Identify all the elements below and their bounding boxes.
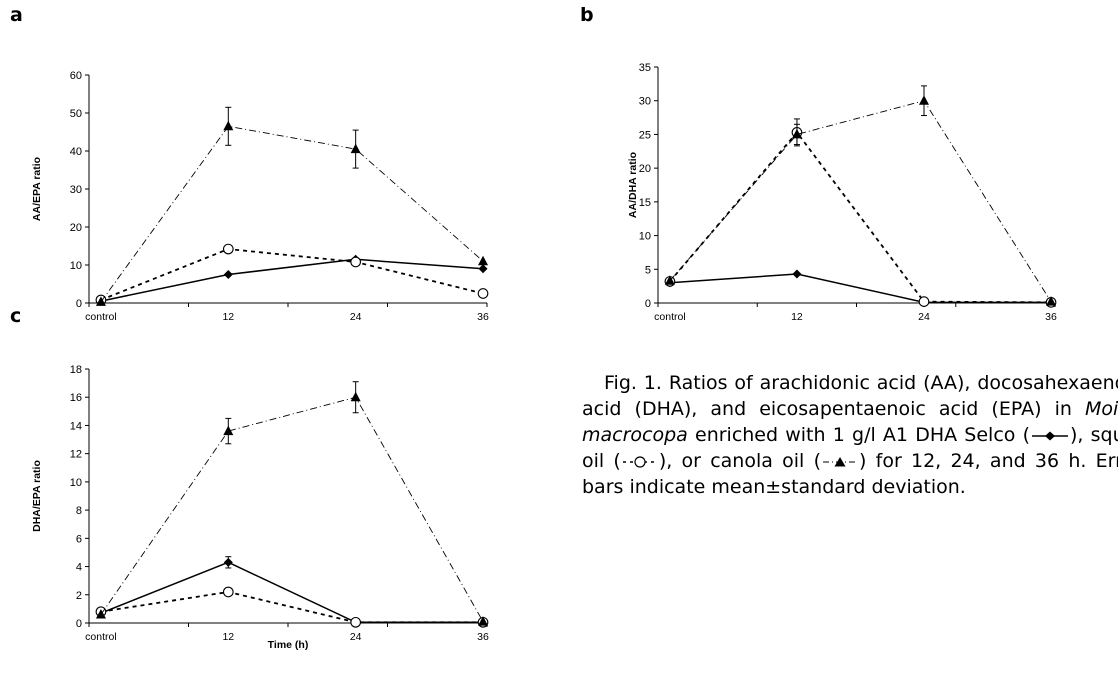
- y-tick-label: 6: [76, 533, 82, 545]
- y-tick-label: 0: [76, 618, 82, 630]
- y-tick-label: 30: [70, 184, 82, 196]
- data-point-circle: [222, 586, 234, 598]
- series-line-triangle: [100, 396, 484, 622]
- y-axis-label: DHA/EPA ratio: [31, 460, 43, 532]
- caption-fig-number: Fig. 1.: [604, 372, 662, 394]
- series-line-triangle: [669, 100, 1052, 302]
- y-tick-label: 12: [70, 449, 82, 461]
- chart-a: 0 10 20 30 40 50 60 control 12 24 36 AA/EPA ratio: [31, 70, 489, 323]
- x-tick-label: 36: [1045, 311, 1057, 323]
- panel-letter-a: a: [10, 4, 23, 26]
- x-tick-label: 12: [222, 311, 234, 323]
- series-line-triangle: [100, 125, 484, 303]
- y-tick-label: 18: [70, 364, 82, 376]
- data-point-triangle: [350, 143, 361, 154]
- x-tick-label: control: [85, 311, 117, 323]
- data-point-triangle: [478, 616, 489, 626]
- y-tick-label: 0: [76, 298, 82, 310]
- y-axis-label: AA/EPA ratio: [31, 157, 43, 221]
- y-tick-label: 14: [70, 420, 82, 432]
- data-point-circle: [350, 616, 362, 628]
- data-point-circle: [477, 288, 489, 299]
- y-tick-label: 5: [645, 264, 651, 276]
- data-point-diamond: [792, 269, 802, 279]
- data-point-circle: [222, 243, 234, 255]
- legend-dashed-circle-icon: [622, 455, 657, 468]
- series-line-diamond: [100, 561, 484, 624]
- y-tick-label: 10: [639, 231, 651, 243]
- chart-b: 0 5 10 15 20 25 30 35 control 12 24 36 AA/DHA ratio: [627, 62, 1057, 323]
- data-point-triangle: [478, 255, 489, 266]
- y-tick-label: 10: [70, 260, 82, 272]
- series-line-diamond: [100, 258, 484, 302]
- x-axis-label: Time (h): [268, 639, 309, 651]
- y-tick-label: 16: [70, 392, 82, 404]
- x-tick-label: 12: [222, 631, 234, 643]
- data-point-triangle: [95, 296, 106, 306]
- y-tick-label: 20: [639, 163, 651, 175]
- data-point-diamond: [478, 264, 488, 274]
- caption-text-1: Ratios of arachidonic acid (AA), docosah…: [582, 372, 1118, 420]
- caption-text-5: ) for 12, 24, and 36 h. Error bars indic…: [582, 450, 1118, 498]
- y-tick-label: 35: [639, 62, 651, 74]
- figure-caption: Fig. 1. Ratios of arachidonic acid (AA),…: [582, 370, 1118, 500]
- series-line-circle: [669, 130, 1052, 304]
- data-point-triangle: [664, 275, 675, 285]
- data-point-triangle: [223, 425, 234, 436]
- y-tick-label: 4: [76, 562, 82, 574]
- data-point-triangle: [791, 128, 802, 139]
- series-line-circle: [100, 248, 484, 301]
- caption-species: Moina macrocopa: [582, 398, 1118, 446]
- caption-text-2: enriched with 1 g/l A1 DHA Selco (: [695, 424, 1030, 446]
- panel-letter-b: b: [580, 4, 594, 26]
- y-axis-label: AA/DHA ratio: [627, 152, 639, 218]
- data-point-circle: [918, 296, 930, 308]
- data-point-triangle: [350, 391, 361, 402]
- data-point-triangle: [1046, 296, 1057, 306]
- x-tick-label: 24: [350, 631, 362, 643]
- y-tick-label: 15: [639, 197, 651, 209]
- y-tick-label: 2: [76, 590, 82, 602]
- series-line-diamond: [669, 273, 1052, 304]
- data-point-triangle: [918, 95, 929, 105]
- y-tick-label: 20: [70, 222, 82, 234]
- y-tick-label: 25: [639, 129, 651, 141]
- caption-text-3: ), squid oil (: [582, 424, 1118, 472]
- x-tick-label: 24: [918, 311, 930, 323]
- legend-solid-diamond-icon: [1032, 431, 1068, 440]
- y-tick-label: 50: [70, 108, 82, 120]
- y-tick-label: 30: [639, 96, 651, 108]
- y-tick-label: 40: [70, 146, 82, 158]
- x-tick-label: 36: [477, 631, 489, 643]
- panel-letter-c: c: [10, 305, 22, 327]
- data-point-triangle: [95, 609, 106, 619]
- legend-dashdot-triangle-icon: [822, 456, 857, 466]
- x-tick-label: control: [85, 631, 117, 643]
- caption-text-4: ), or canola oil (: [658, 450, 821, 472]
- x-tick-label: 24: [350, 311, 362, 323]
- data-point-circle: [350, 256, 362, 268]
- data-point-diamond: [223, 557, 233, 567]
- x-tick-label: control: [654, 311, 686, 323]
- y-tick-label: 8: [76, 505, 82, 517]
- x-tick-label: 36: [477, 311, 489, 323]
- data-point-triangle: [223, 120, 234, 131]
- y-tick-label: 60: [70, 70, 82, 82]
- data-point-diamond: [223, 270, 233, 279]
- y-tick-label: 10: [70, 477, 82, 489]
- x-tick-label: 12: [791, 311, 803, 323]
- y-tick-label: 0: [645, 298, 651, 310]
- series-line-circle: [100, 591, 484, 624]
